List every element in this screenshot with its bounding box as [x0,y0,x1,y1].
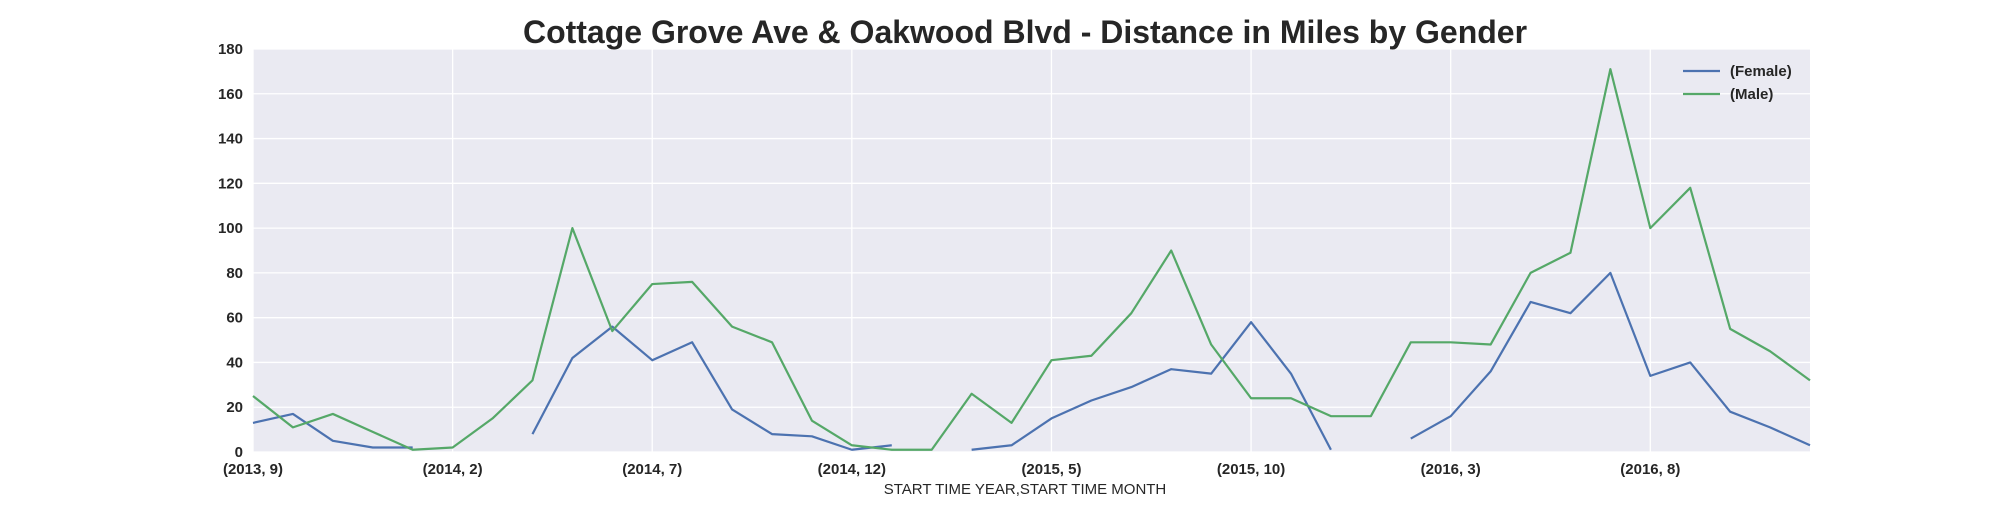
series-line-male [252,68,1811,451]
x-tick-label: (2015, 10) [1217,461,1285,478]
legend-label: (Male) [1730,86,1773,103]
x-tick-label: (2015, 5) [1021,461,1081,478]
grid-lines [252,48,1810,453]
y-tick-label: 180 [218,41,243,58]
y-tick-label: 60 [226,310,243,327]
y-tick-label: 40 [226,354,243,371]
chart-title: Cottage Grove Ave & Oakwood Blvd - Dista… [523,14,1527,50]
y-tick-label: 80 [226,265,243,282]
y-tick-label: 20 [226,399,243,416]
x-tick-label: (2013, 9) [223,461,283,478]
legend-label: (Female) [1730,63,1792,80]
y-tick-label: 120 [218,175,243,192]
x-tick-label: (2016, 8) [1620,461,1680,478]
y-tick-label: 140 [218,131,243,148]
x-axis-label: START TIME YEAR,START TIME MONTH [884,481,1167,498]
x-tick-label: (2014, 2) [423,461,483,478]
x-tick-label: (2014, 12) [818,461,886,478]
series-line-female [252,271,1811,451]
x-axis-ticks: (2013, 9) (2014, 2) (2014, 7) (2014, 12) (20… [223,461,1680,478]
x-tick-label: (2016, 3) [1421,461,1481,478]
y-tick-label: 100 [218,220,243,237]
x-tick-label: (2014, 7) [622,461,682,478]
y-tick-label: 0 [235,444,243,461]
plot-area [253,49,1810,452]
legend: (Female) (Male) [1683,63,1792,103]
series-layer [252,68,1811,451]
y-tick-label: 160 [218,86,243,103]
y-axis-ticks: 0 20 40 60 80 100 120 140 160 180 [218,41,243,461]
